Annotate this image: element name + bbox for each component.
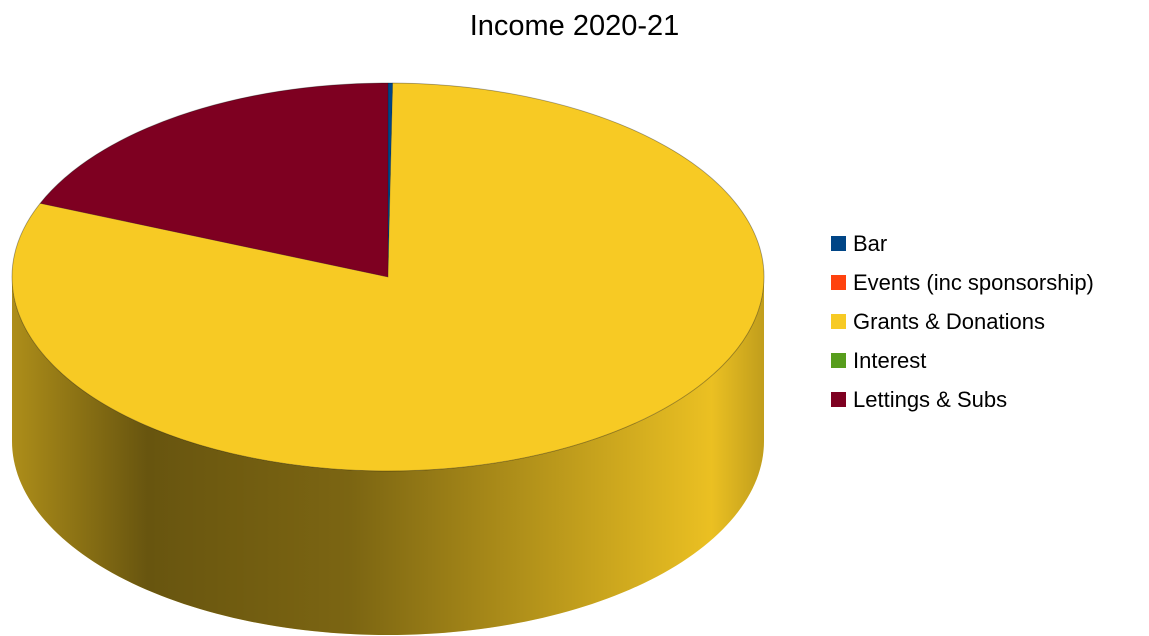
legend-swatch-events <box>831 275 846 290</box>
legend-item-bar: Bar <box>831 224 1094 263</box>
legend-label-bar: Bar <box>853 230 888 256</box>
pie-slice-bar <box>387 82 394 278</box>
legend-item-events: Events (inc sponsorship) <box>831 263 1094 302</box>
legend: Bar Events (inc sponsorship) Grants & Do… <box>831 224 1094 419</box>
legend-swatch-lettings-subs <box>831 392 846 407</box>
legend-swatch-grants-donations <box>831 314 846 329</box>
chart-title: Income 2020-21 <box>469 10 680 42</box>
legend-label-events: Events (inc sponsorship) <box>853 269 1094 295</box>
legend-label-lettings-subs: Lettings & Subs <box>853 386 1008 412</box>
pie-slice-lettings-subs <box>39 82 389 278</box>
legend-swatch-bar <box>831 236 846 251</box>
legend-label-grants-donations: Grants & Donations <box>853 308 1045 334</box>
pie-side-layer <box>12 277 764 635</box>
pie-slice-grants-donations <box>11 82 765 472</box>
pie-top-rim <box>11 82 765 472</box>
legend-swatch-interest <box>831 353 846 368</box>
legend-item-grants-donations: Grants & Donations <box>831 302 1094 341</box>
legend-label-interest: Interest <box>853 347 927 373</box>
pie-side-grants-donations-shade <box>12 277 764 635</box>
legend-item-lettings-subs: Lettings & Subs <box>831 380 1094 419</box>
legend-item-interest: Interest <box>831 341 1094 380</box>
pie-top-layer <box>11 82 765 472</box>
